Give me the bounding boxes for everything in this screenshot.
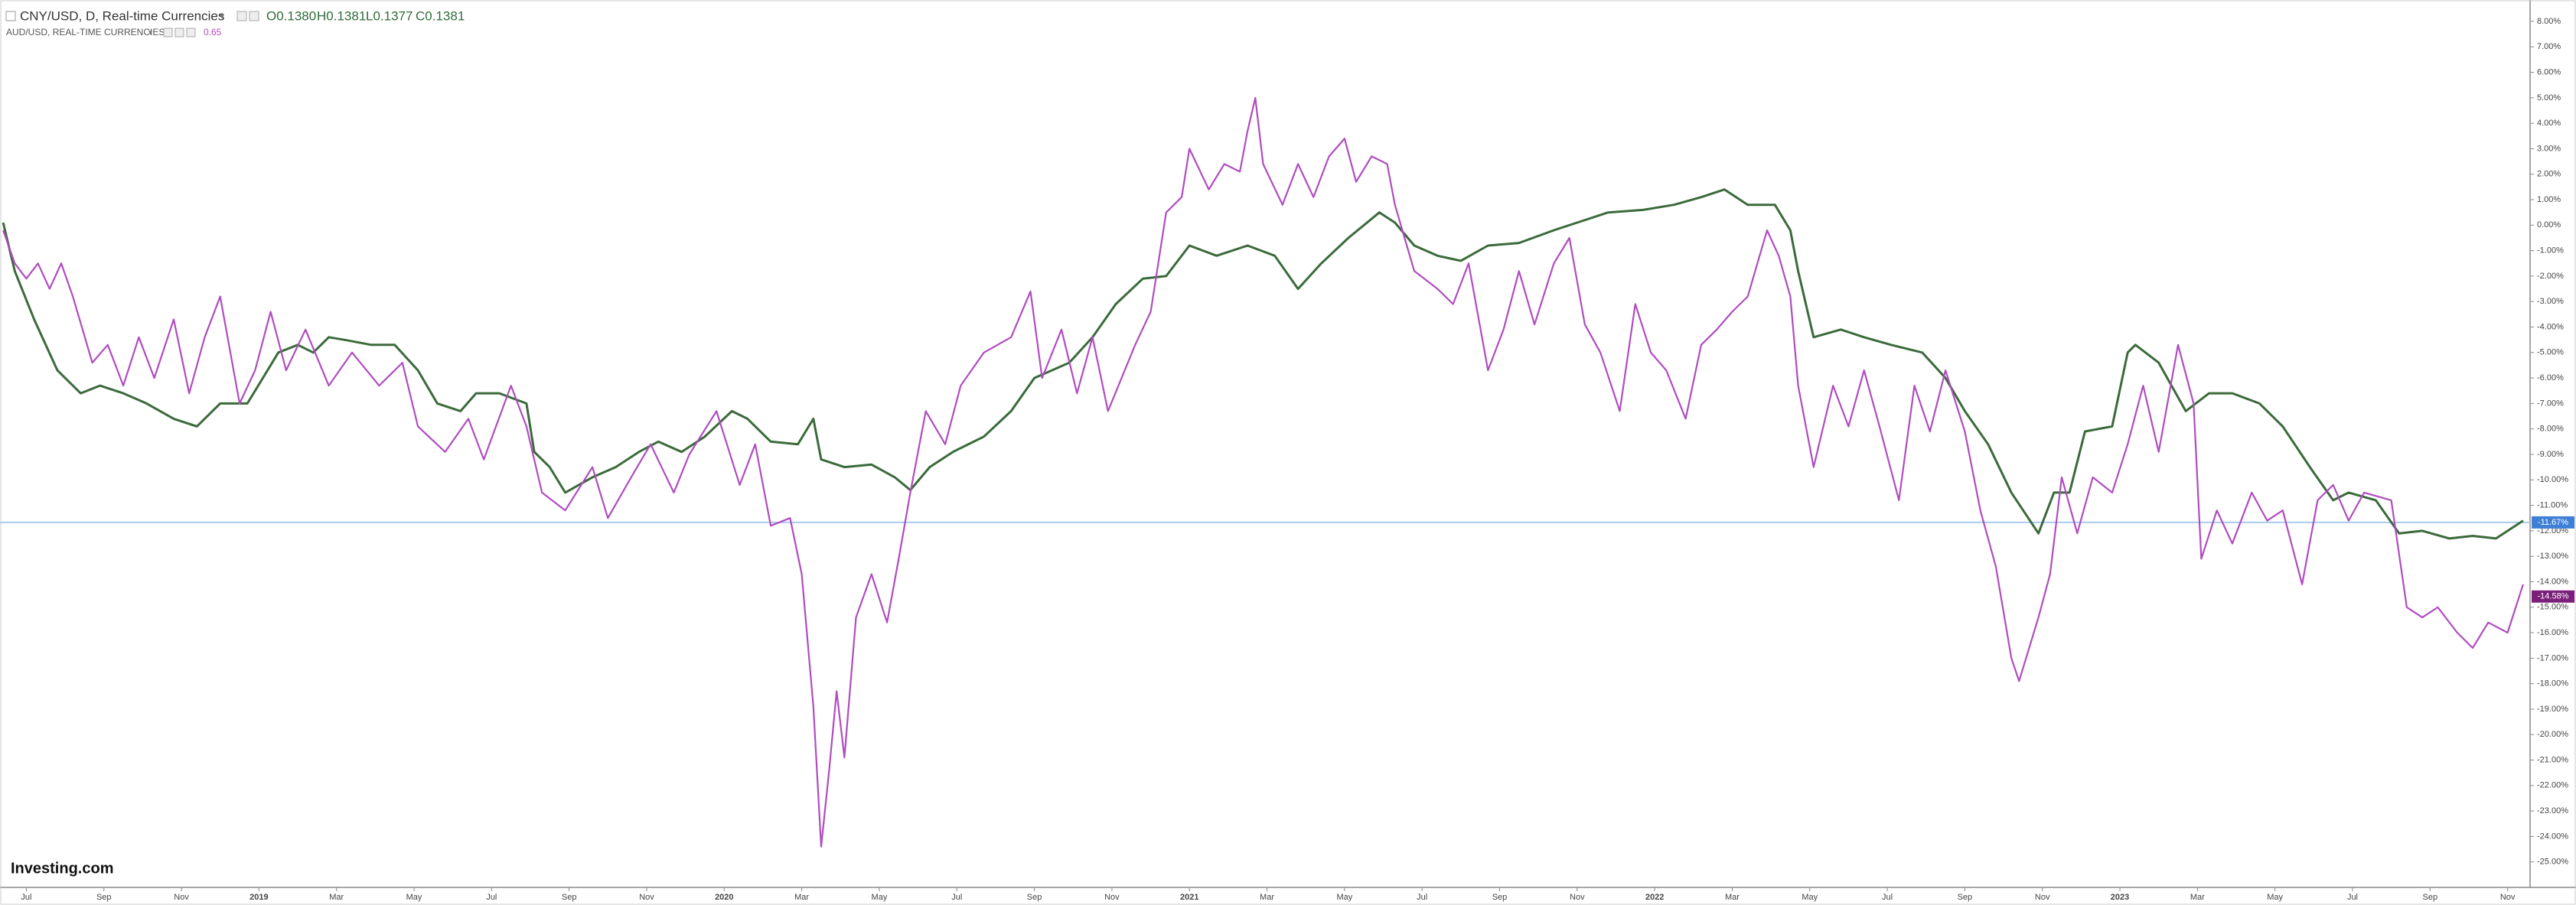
y-tick-label: 4.00%	[2537, 119, 2561, 128]
x-tick-label: Nov	[174, 893, 189, 902]
y-tick-label: -8.00%	[2537, 425, 2564, 434]
x-tick-label: 2019	[249, 893, 268, 902]
x-tick-label: Mar	[794, 893, 809, 902]
y-tick-label: -16.00%	[2537, 628, 2568, 637]
x-tick-label: Sep	[1027, 893, 1042, 902]
x-tick-label: Mar	[1725, 893, 1740, 902]
x-tick-label: Jul	[2347, 893, 2358, 902]
y-tick-label: -3.00%	[2537, 297, 2564, 306]
last-value-badge	[2532, 516, 2574, 529]
y-tick-label: 6.00%	[2537, 67, 2561, 77]
y-tick-label: -18.00%	[2537, 679, 2568, 689]
y-tick-label: -15.00%	[2537, 603, 2568, 612]
x-tick-label: 2021	[1180, 893, 1198, 902]
x-tick-label: Jul	[21, 893, 31, 902]
y-tick-label: 8.00%	[2537, 17, 2561, 26]
series-line	[2, 188, 2524, 540]
y-tick-label: -14.00%	[2537, 577, 2568, 586]
y-tick-label: 0.00%	[2537, 220, 2561, 230]
x-tick-label: Nov	[2035, 893, 2050, 902]
y-tick-label: -25.00%	[2537, 858, 2568, 867]
y-tick-label: -2.00%	[2537, 272, 2564, 281]
x-tick-label: Jul	[486, 893, 497, 902]
y-tick-label: -13.00%	[2537, 552, 2568, 561]
x-tick-label: Mar	[1260, 893, 1274, 902]
ohlc-close: C0.1381	[416, 8, 465, 23]
y-tick-label: -6.00%	[2537, 373, 2564, 383]
icon[interactable]	[163, 28, 173, 37]
y-tick-label: -22.00%	[2537, 781, 2568, 790]
x-tick-label: Nov	[2500, 893, 2516, 902]
series-last: 0.65	[204, 27, 222, 37]
y-tick-label: 7.00%	[2537, 42, 2561, 51]
x-tick-label: May	[1802, 893, 1818, 902]
x-tick-label: Mar	[329, 893, 344, 902]
dropdown-icon[interactable]: ▾	[148, 29, 152, 37]
y-tick-label: -9.00%	[2537, 450, 2564, 459]
x-tick-label: 2022	[1645, 893, 1664, 902]
x-tick-label: Nov	[1570, 893, 1585, 902]
y-tick-label: 5.00%	[2537, 93, 2561, 103]
y-tick-label: 2.00%	[2537, 170, 2561, 179]
ohlc-high: H0.1381	[317, 8, 366, 23]
y-tick-label: -1.00%	[2537, 246, 2564, 256]
x-tick-label: 2020	[715, 893, 733, 902]
y-tick-label: 1.00%	[2537, 195, 2561, 204]
x-tick-label: Mar	[2190, 893, 2205, 902]
y-tick-label: -23.00%	[2537, 806, 2568, 815]
x-tick-label: May	[872, 893, 888, 902]
last-value-label: -11.67%	[2538, 518, 2568, 527]
icon[interactable]	[249, 11, 259, 21]
icon[interactable]	[236, 11, 247, 21]
y-tick-label: -21.00%	[2537, 755, 2568, 764]
x-tick-label: Sep	[1492, 893, 1508, 902]
x-tick-label: Jul	[951, 893, 962, 902]
x-tick-label: Jul	[1417, 893, 1427, 902]
y-tick-label: 3.00%	[2537, 144, 2561, 153]
y-tick-label: -11.00%	[2537, 500, 2568, 509]
y-tick-label: -7.00%	[2537, 399, 2564, 408]
x-tick-label: Sep	[2423, 893, 2438, 902]
icon[interactable]	[174, 28, 184, 37]
series-name: CNY/USD, D, Real-time Currencies	[20, 8, 224, 23]
ohlc-open: O0.1380	[266, 8, 316, 23]
y-tick-label: -4.00%	[2537, 322, 2564, 331]
x-tick-label: Sep	[96, 893, 112, 902]
logo: Investing.com	[11, 860, 113, 877]
x-tick-label: 2023	[2111, 893, 2129, 902]
y-tick-label: -20.00%	[2537, 730, 2568, 739]
x-tick-label: Sep	[562, 893, 577, 902]
y-tick-label: -19.00%	[2537, 705, 2568, 714]
x-tick-label: Sep	[1958, 893, 1973, 902]
y-tick-label: -24.00%	[2537, 832, 2568, 841]
legend: CNY/USD, D, Real-time Currencies ▾ O0.13…	[5, 8, 465, 37]
y-tick-label: -5.00%	[2537, 348, 2564, 357]
series-name: AUD/USD, REAL-TIME CURRENCIES	[6, 27, 165, 37]
x-tick-label: May	[406, 893, 422, 902]
y-tick-label: -10.00%	[2537, 475, 2568, 484]
collapse-icon[interactable]	[5, 11, 16, 21]
x-tick-label: Jul	[1882, 893, 1893, 902]
dropdown-icon[interactable]: ▾	[220, 11, 224, 21]
last-value-badge	[2532, 590, 2574, 603]
x-tick-label: Nov	[639, 893, 654, 902]
last-value-label: -14.58%	[2538, 592, 2569, 601]
x-tick-label: May	[1336, 893, 1352, 902]
ohlc-low: L0.1377	[366, 8, 412, 23]
y-tick-label: -17.00%	[2537, 653, 2568, 662]
series-line	[2, 96, 2524, 848]
x-tick-label: Nov	[1104, 893, 1120, 902]
icon[interactable]	[186, 28, 196, 37]
x-tick-label: May	[2267, 893, 2283, 902]
